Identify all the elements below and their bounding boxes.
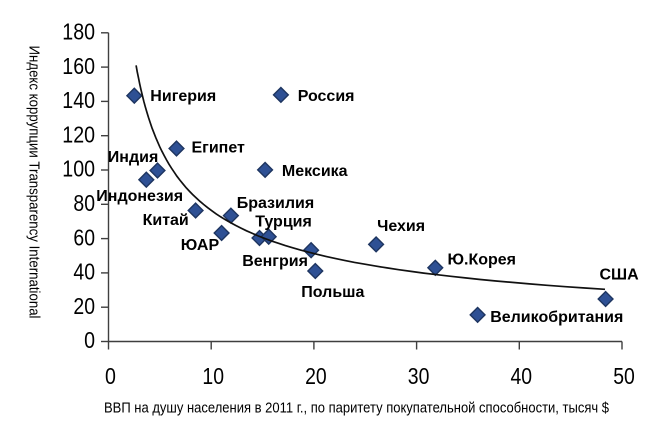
svg-text:ВВП на душу населения в 2011 г: ВВП на душу населения в 2011 г., по пари… xyxy=(104,401,609,417)
svg-text:Чехия: Чехия xyxy=(377,218,425,235)
svg-text:Мексика: Мексика xyxy=(282,163,348,180)
svg-text:100: 100 xyxy=(62,156,95,182)
svg-text:Турция: Турция xyxy=(255,214,312,231)
svg-text:60: 60 xyxy=(73,224,95,250)
svg-text:40: 40 xyxy=(73,259,95,285)
svg-text:Индия: Индия xyxy=(108,149,159,166)
svg-text:Нигерия: Нигерия xyxy=(150,88,216,105)
svg-text:Польша: Польша xyxy=(301,284,364,301)
svg-text:Венгрия: Венгрия xyxy=(242,253,308,270)
svg-text:10: 10 xyxy=(202,363,224,389)
svg-text:30: 30 xyxy=(408,363,430,389)
svg-text:180: 180 xyxy=(62,19,95,45)
svg-text:140: 140 xyxy=(62,87,95,113)
svg-text:80: 80 xyxy=(73,190,95,216)
svg-text:Египет: Египет xyxy=(192,140,246,157)
svg-text:Ю.Корея: Ю.Корея xyxy=(448,252,517,269)
svg-text:0: 0 xyxy=(84,327,95,353)
svg-text:Индонезия: Индонезия xyxy=(96,188,183,205)
svg-text:50: 50 xyxy=(613,363,635,389)
svg-text:Бразилия: Бразилия xyxy=(237,195,315,212)
svg-text:40: 40 xyxy=(511,363,533,389)
svg-text:Индекс коррупции Transparency: Индекс коррупции Transparency Internatio… xyxy=(26,46,42,319)
svg-text:20: 20 xyxy=(305,363,327,389)
svg-text:160: 160 xyxy=(62,53,95,79)
svg-text:США: США xyxy=(600,267,640,284)
svg-text:Китай: Китай xyxy=(143,212,189,229)
svg-text:ЮАР: ЮАР xyxy=(181,237,220,254)
svg-text:120: 120 xyxy=(62,121,95,147)
svg-text:Великобритания: Великобритания xyxy=(490,309,623,326)
svg-text:20: 20 xyxy=(73,293,95,319)
svg-text:0: 0 xyxy=(105,363,116,389)
svg-text:Россия: Россия xyxy=(298,88,355,105)
